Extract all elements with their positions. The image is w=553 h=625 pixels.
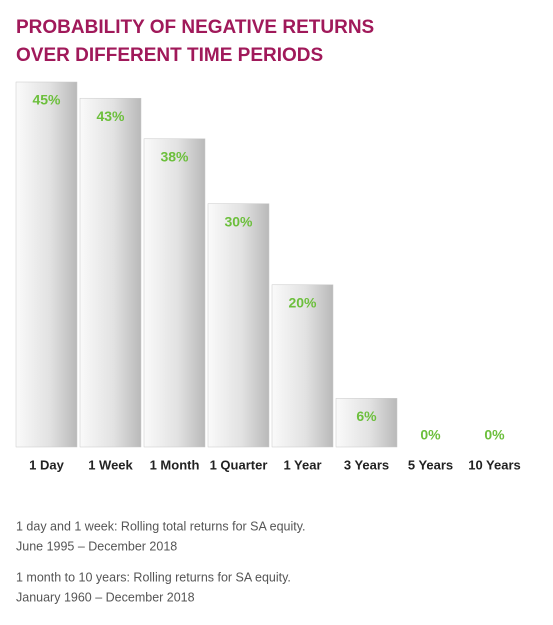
x-tick-label: 1 Year [283,457,321,472]
chart-title: PROBABILITY OF NEGATIVE RETURNS [16,17,374,38]
note: January 1960 – December 2018 [16,590,195,604]
note: 1 day and 1 week: Rolling total returns … [16,519,306,533]
chart-title: OVER DIFFERENT TIME PERIODS [16,45,323,66]
value-label: 30% [224,213,253,229]
x-tick-label: 1 Day [29,457,64,472]
value-label: 0% [420,427,441,443]
bar [271,284,334,448]
x-tick-label: 5 Years [408,457,453,472]
note: 1 month to 10 years: Rolling returns for… [16,570,291,584]
bar [143,138,206,448]
x-tick-label: 1 Quarter [210,457,268,472]
note: June 1995 – December 2018 [16,539,177,553]
value-label: 6% [356,408,377,424]
value-label: 43% [96,108,125,124]
x-tick-label: 1 Week [88,457,133,472]
bar [207,203,270,448]
x-tick-label: 3 Years [344,457,389,472]
bar [15,81,78,448]
value-label: 20% [288,294,317,310]
value-label: 45% [32,92,61,108]
bar [79,97,142,448]
value-label: 38% [160,148,189,164]
x-tick-label: 1 Month [150,457,200,472]
x-tick-label: 10 Years [468,457,521,472]
value-label: 0% [484,427,505,443]
bar [335,398,398,448]
